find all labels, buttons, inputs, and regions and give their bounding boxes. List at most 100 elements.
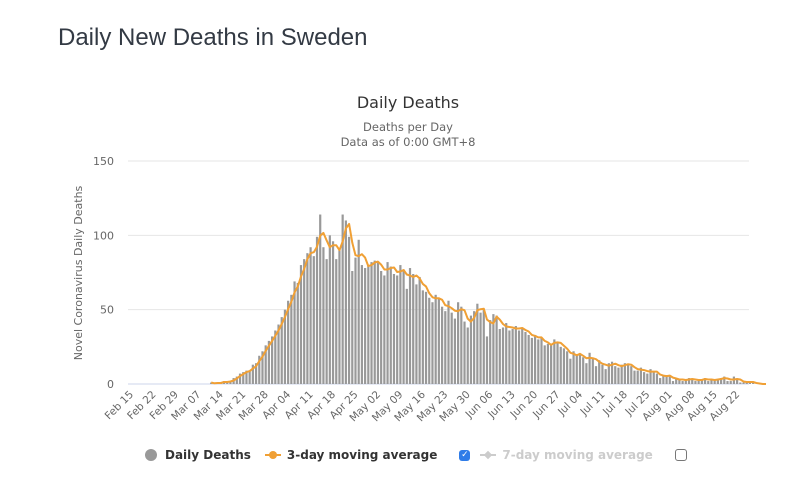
bar-daily-deaths <box>591 358 594 384</box>
bar-daily-deaths <box>396 275 399 384</box>
bar-daily-deaths <box>370 262 373 384</box>
bar-daily-deaths <box>463 321 466 384</box>
legend-label: 7-day moving average <box>502 448 653 462</box>
bar-daily-deaths <box>546 343 550 384</box>
bar-daily-deaths <box>652 372 655 384</box>
bar-daily-deaths <box>752 382 755 384</box>
bar-daily-deaths <box>533 334 537 384</box>
bar-daily-deaths <box>277 324 280 384</box>
bar-daily-deaths <box>280 317 283 384</box>
bar-daily-deaths <box>431 302 434 384</box>
bar-daily-deaths <box>566 351 569 384</box>
bar-daily-deaths <box>562 348 566 384</box>
bar-daily-deaths <box>662 375 665 384</box>
bar-daily-deaths <box>508 330 511 384</box>
bar-daily-deaths <box>626 364 630 384</box>
bar-daily-deaths <box>630 366 633 384</box>
bar-daily-deaths <box>713 379 716 384</box>
bar-daily-deaths <box>428 297 431 384</box>
legend-item-3-day-average[interactable]: 3-day moving average <box>264 448 437 462</box>
line-marker-icon <box>480 454 497 456</box>
bar-daily-deaths <box>399 265 402 384</box>
bar-daily-deaths <box>434 294 437 384</box>
bar-daily-deaths <box>271 336 274 384</box>
legend-item-daily-deaths[interactable]: Daily Deaths <box>145 448 251 462</box>
bar-daily-deaths <box>402 269 405 384</box>
bar-daily-deaths <box>614 366 617 384</box>
bar-daily-deaths <box>582 357 585 384</box>
bar-daily-deaths <box>287 300 290 384</box>
bar-daily-deaths <box>245 370 248 384</box>
bar-daily-deaths <box>437 297 440 384</box>
bar-daily-deaths <box>424 291 428 384</box>
bar-daily-deaths <box>242 372 245 384</box>
bar-daily-deaths <box>315 236 319 384</box>
bar-daily-deaths <box>649 369 652 384</box>
bar-daily-deaths <box>694 381 697 384</box>
bar-daily-deaths <box>392 273 396 384</box>
bar-daily-deaths <box>665 375 668 384</box>
bar-daily-deaths <box>659 378 662 384</box>
bar-daily-deaths <box>514 326 517 384</box>
bar-daily-deaths <box>707 381 710 384</box>
bar-daily-deaths <box>620 364 623 384</box>
bar-daily-deaths <box>235 376 238 384</box>
bar-daily-deaths <box>319 214 322 384</box>
bar-daily-deaths <box>421 290 424 384</box>
legend-item-7-day-average[interactable]: 7-day moving average <box>480 448 653 462</box>
bar-daily-deaths <box>617 367 620 384</box>
bar-daily-deaths <box>309 247 312 384</box>
bar-daily-deaths <box>691 379 694 384</box>
bar-daily-deaths <box>511 328 514 384</box>
bar-daily-deaths <box>703 378 707 384</box>
bar-daily-deaths <box>671 381 675 384</box>
bar-daily-deaths <box>517 330 521 384</box>
bar-daily-deaths <box>418 276 421 384</box>
bar-daily-deaths <box>540 337 543 384</box>
bar-daily-deaths <box>553 339 556 384</box>
bar-daily-deaths <box>351 271 354 384</box>
bar-daily-deaths <box>264 345 267 384</box>
y-tick-label: 100 <box>93 229 114 242</box>
bar-daily-deaths <box>675 378 678 384</box>
bar-daily-deaths <box>492 314 495 384</box>
bar-daily-deaths <box>700 379 703 384</box>
y-tick-label: 0 <box>107 378 114 391</box>
bar-daily-deaths <box>646 373 649 384</box>
bar-daily-deaths <box>687 378 691 384</box>
bar-daily-deaths <box>485 336 489 384</box>
bar-daily-deaths <box>719 378 723 384</box>
bar-daily-deaths <box>521 327 524 384</box>
bar-daily-deaths <box>556 342 559 384</box>
bar-daily-deaths <box>588 352 591 384</box>
bar-daily-deaths <box>639 367 643 384</box>
bar-daily-deaths <box>254 363 258 384</box>
bar-daily-deaths <box>338 250 341 384</box>
bar-daily-deaths <box>331 241 335 384</box>
bar-daily-deaths <box>498 328 501 384</box>
bar-daily-deaths <box>710 379 713 384</box>
y-tick-label: 50 <box>100 304 114 317</box>
bar-daily-deaths <box>527 334 530 384</box>
bar-daily-deaths <box>299 265 303 384</box>
bar-daily-deaths <box>482 309 485 384</box>
bar-daily-deaths <box>325 259 328 384</box>
line-3-day-moving-average <box>210 222 766 385</box>
bar-daily-deaths <box>261 351 264 384</box>
bar-daily-deaths <box>344 220 347 384</box>
y-axis-label: Novel Coronavirus Daily Deaths <box>72 185 85 360</box>
bar-daily-deaths <box>601 364 604 384</box>
bar-daily-deaths <box>312 256 315 384</box>
bar-daily-deaths <box>697 379 700 384</box>
x-tick-label: Jul 04 <box>555 388 585 418</box>
bar-daily-deaths <box>457 302 460 384</box>
bar-daily-deaths <box>405 288 408 384</box>
chart-title: Daily Deaths <box>357 93 459 112</box>
bar-daily-deaths <box>550 345 553 384</box>
bar-daily-deaths <box>303 259 306 384</box>
bar-daily-deaths <box>450 312 453 384</box>
bar-daily-deaths <box>716 379 719 384</box>
checkbox-3-day-average[interactable]: ✓ <box>459 449 471 461</box>
checkbox-7-day-average[interactable] <box>674 449 687 461</box>
bar-daily-deaths <box>633 370 636 384</box>
